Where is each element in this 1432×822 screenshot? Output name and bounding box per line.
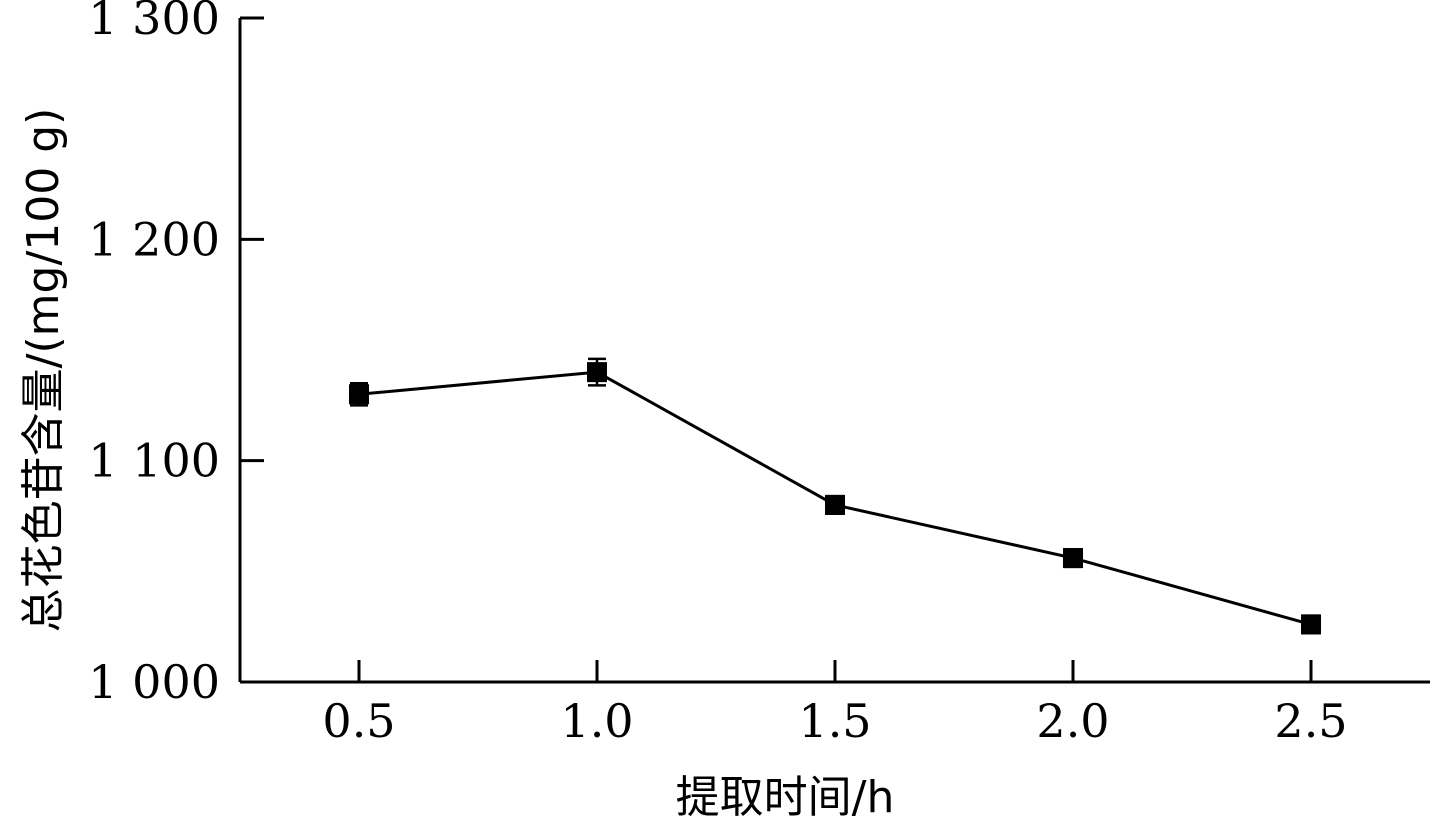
data-point bbox=[1301, 614, 1321, 635]
series bbox=[349, 357, 1321, 635]
data-point bbox=[349, 381, 369, 407]
data-point-marker bbox=[587, 362, 607, 383]
y-tick-label: 1 100 bbox=[88, 434, 220, 488]
axes bbox=[238, 18, 1430, 684]
x-tick-label: 1.0 bbox=[560, 694, 633, 748]
y-tick-label: 1 300 bbox=[88, 0, 220, 45]
data-point-marker bbox=[349, 384, 369, 405]
data-point bbox=[1063, 547, 1083, 569]
y-tick-label: 1 000 bbox=[88, 655, 220, 709]
x-tick-label: 1.5 bbox=[798, 694, 871, 748]
x-tick-label: 2.0 bbox=[1036, 694, 1109, 748]
y-tick-label: 1 200 bbox=[88, 212, 220, 266]
data-point bbox=[825, 494, 845, 516]
y-axis-title: 总花色苷含量/(mg/100 g) bbox=[18, 108, 69, 633]
data-point-marker bbox=[825, 494, 845, 515]
x-tick-label: 2.5 bbox=[1274, 694, 1347, 748]
x-axis-title: 提取时间/h bbox=[676, 772, 895, 822]
x-axis-ticks: 0.5 1.0 1.5 2.0 2.5 bbox=[322, 660, 1348, 748]
x-tick-label: 0.5 bbox=[322, 694, 395, 748]
data-point-marker bbox=[1301, 614, 1321, 635]
data-point bbox=[587, 357, 607, 387]
data-point-marker bbox=[1063, 548, 1083, 569]
y-axis-ticks: 1 000 1 100 1 200 1 300 bbox=[88, 0, 264, 709]
